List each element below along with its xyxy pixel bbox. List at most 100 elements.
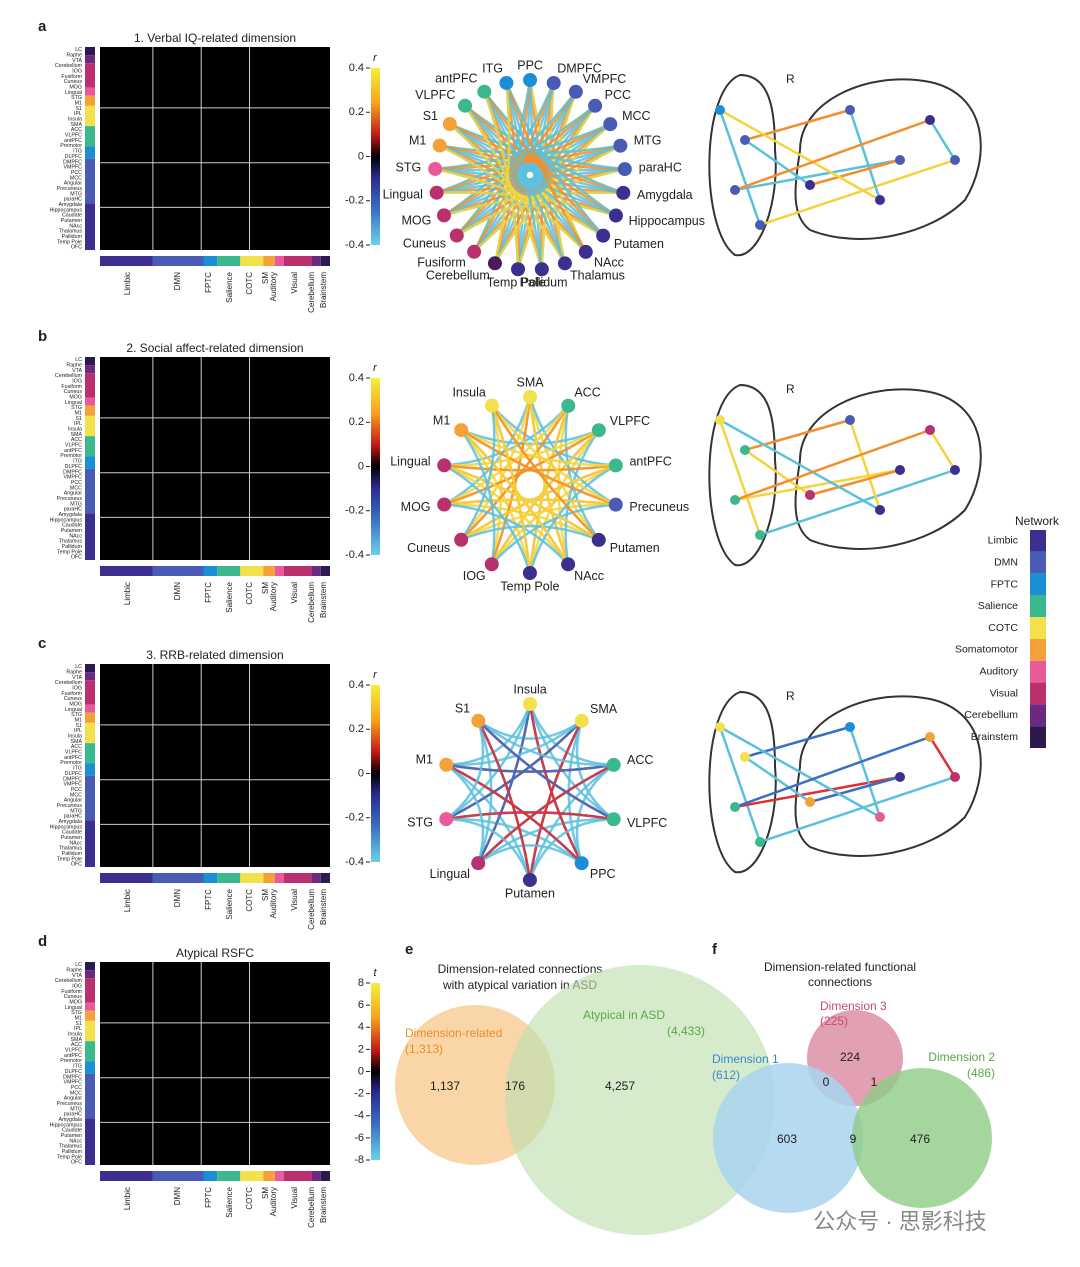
colorbar-tick: 0.4 bbox=[349, 679, 364, 691]
brain-edge bbox=[809, 775, 901, 804]
node-label: M1 bbox=[416, 753, 433, 767]
brain-edge bbox=[734, 158, 901, 192]
row-label: Caudate bbox=[62, 830, 82, 836]
row-label: antPFC bbox=[64, 755, 82, 761]
colorbar-title: t bbox=[373, 967, 377, 979]
row-label: ACC bbox=[71, 744, 82, 750]
brain-node bbox=[845, 415, 855, 425]
row-label: Cerebellum bbox=[55, 680, 83, 686]
heatmap bbox=[100, 664, 330, 867]
node-label: antPFC bbox=[629, 455, 671, 469]
edge bbox=[460, 524, 600, 542]
network-strip bbox=[85, 47, 95, 56]
legend-label: DMN bbox=[994, 556, 1018, 568]
network-label: Cerebellum bbox=[307, 582, 316, 623]
brain-edge bbox=[744, 448, 811, 497]
row-label: Lingual bbox=[65, 400, 82, 406]
network-strip bbox=[85, 105, 95, 127]
edge bbox=[490, 404, 616, 467]
node-label: MOG bbox=[401, 214, 431, 228]
node bbox=[458, 98, 473, 113]
row-label: Amygdala bbox=[58, 819, 82, 825]
network-strip bbox=[85, 1118, 95, 1165]
legend-swatch bbox=[1030, 617, 1046, 639]
edge bbox=[528, 429, 600, 574]
row-label: Amygdala bbox=[58, 202, 82, 208]
row-label: DLPFC bbox=[65, 154, 83, 160]
row-label: LC bbox=[75, 962, 82, 968]
edge bbox=[445, 763, 485, 864]
node bbox=[428, 161, 443, 176]
edge bbox=[490, 503, 616, 566]
colorbar-title: r bbox=[373, 669, 378, 681]
row-label: PCC bbox=[71, 480, 82, 486]
row-label: DMPFC bbox=[63, 776, 82, 782]
network-strip bbox=[85, 664, 95, 673]
edge bbox=[567, 720, 583, 864]
brain-edge bbox=[759, 775, 956, 844]
node-label: SMA bbox=[590, 702, 618, 716]
panel-label: e bbox=[405, 941, 413, 958]
colorbar-tick: -8 bbox=[354, 1154, 364, 1166]
row-label: LC bbox=[75, 47, 82, 53]
legend-swatch bbox=[1030, 660, 1046, 683]
row-label: ITG bbox=[73, 1064, 82, 1070]
colorbar-tick: 0.4 bbox=[349, 62, 364, 74]
network-bar bbox=[320, 256, 330, 266]
row-label: Temp Pole bbox=[57, 1154, 82, 1160]
colorbar-tick: 0 bbox=[358, 1065, 364, 1077]
row-label: Cuneus bbox=[64, 994, 83, 1000]
row-label: ITG bbox=[73, 459, 82, 465]
edge bbox=[528, 405, 570, 574]
network-bar bbox=[311, 1171, 321, 1181]
venn-set-total: (612) bbox=[712, 1068, 740, 1082]
node bbox=[499, 75, 514, 90]
node bbox=[561, 557, 576, 572]
brain-node bbox=[925, 425, 935, 435]
legend-title: Network bbox=[1015, 514, 1060, 528]
row-label: S1 bbox=[76, 723, 83, 729]
row-label: Fusiform bbox=[61, 384, 82, 390]
row-label: S1 bbox=[76, 416, 83, 422]
venn-circle bbox=[713, 1063, 863, 1213]
row-label: Insula bbox=[68, 117, 82, 123]
colorbar-tick: -2 bbox=[354, 1088, 364, 1100]
colorbar-tick: -0.2 bbox=[345, 195, 364, 207]
legend-label: Visual bbox=[990, 687, 1018, 699]
panel-label: a bbox=[38, 18, 47, 35]
row-label: ITG bbox=[73, 149, 82, 155]
edge bbox=[477, 719, 614, 767]
legend-label: Cerebellum bbox=[964, 709, 1018, 721]
node bbox=[561, 398, 576, 413]
brain-node bbox=[805, 180, 815, 190]
row-label: IOG bbox=[72, 378, 82, 384]
network-bar bbox=[217, 566, 241, 576]
edge bbox=[477, 844, 583, 865]
row-label: VTA bbox=[72, 973, 82, 979]
network-strip bbox=[85, 146, 95, 159]
row-label: IPL bbox=[74, 111, 82, 117]
network-label: Limbic bbox=[123, 1187, 132, 1210]
row-label: NAcc bbox=[69, 223, 82, 229]
network-label: COTC bbox=[245, 582, 254, 605]
node-label: Fusiform bbox=[417, 255, 466, 269]
row-label: VMPFC bbox=[63, 1080, 82, 1086]
network-strip bbox=[85, 87, 95, 96]
brain-node bbox=[950, 465, 960, 475]
panel-title: 3. RRB-related dimension bbox=[146, 648, 283, 662]
network-label: DMN bbox=[173, 1187, 182, 1205]
network-label: Visual bbox=[290, 272, 299, 294]
network-bar bbox=[217, 256, 241, 266]
row-label: DLPFC bbox=[65, 771, 83, 777]
network-bar bbox=[100, 873, 153, 883]
colorbar bbox=[371, 378, 380, 555]
edge bbox=[460, 428, 600, 446]
edge bbox=[575, 763, 615, 864]
row-label: Precuneus bbox=[57, 186, 83, 192]
network-label: Brainstem bbox=[319, 272, 328, 308]
brain-label: R bbox=[786, 689, 795, 703]
network-strip bbox=[85, 743, 95, 764]
node-label: ACC bbox=[627, 753, 653, 767]
network-bar bbox=[152, 1171, 204, 1181]
row-label: MTG bbox=[70, 501, 82, 507]
